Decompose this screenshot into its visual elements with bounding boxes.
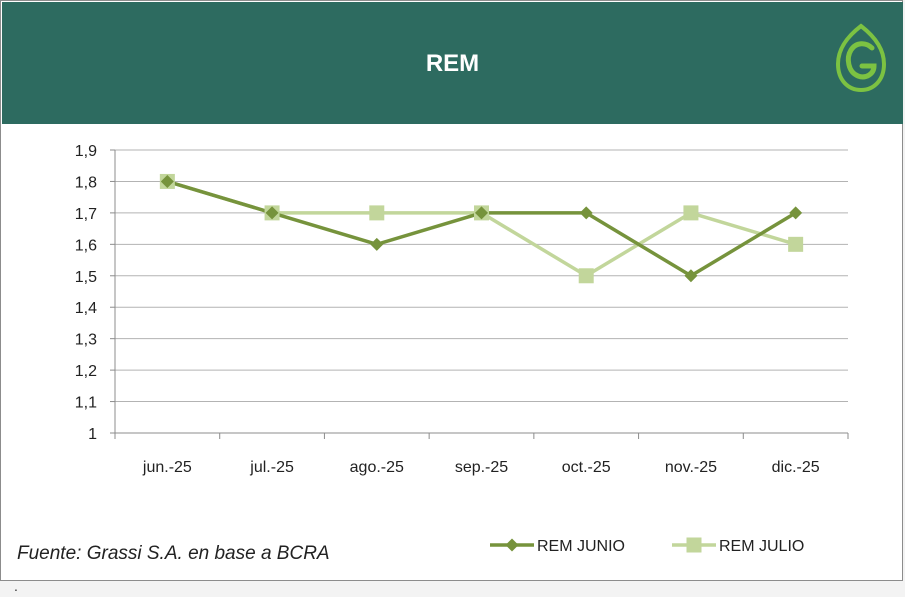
series-point-1 (475, 206, 488, 220)
header-bar: REM (2, 2, 903, 124)
series-point-1 (684, 269, 698, 283)
y-tick-label: 1,3 (75, 332, 97, 349)
y-tick-label: 1,8 (75, 174, 97, 191)
y-tick-label: 1,2 (75, 363, 97, 380)
series-point-1 (265, 206, 279, 220)
series-point-2 (369, 205, 385, 221)
leaf-g-logo-icon (835, 23, 887, 93)
series-point-1 (160, 174, 174, 188)
chart-title: REM (425, 50, 480, 77)
x-tick-label: sep.-25 (455, 459, 508, 476)
x-tick-label: nov.-25 (665, 459, 717, 476)
legend-label-2: REM JULIO (719, 538, 804, 555)
x-tick-label: oct.-25 (562, 459, 611, 476)
series-point-1 (789, 206, 803, 220)
series-point-2 (578, 268, 594, 284)
series-line-2 (166, 179, 797, 278)
source-note: Fuente: Grassi S.A. en base a BCRA (17, 543, 330, 564)
x-tick-label: jul.-25 (249, 459, 294, 476)
y-tick-label: 1 (88, 426, 97, 443)
series-line-1 (166, 179, 797, 278)
x-tick-label: jun.-25 (142, 459, 192, 476)
legend-marker-2 (686, 537, 702, 553)
series-point-2 (683, 205, 699, 221)
series-point-1 (370, 237, 384, 251)
x-tick-label: ago.-25 (350, 459, 404, 476)
y-tick-label: 1,4 (75, 300, 97, 317)
y-tick-label: 1,1 (75, 395, 97, 412)
series-point-1 (579, 206, 593, 220)
series-point-2 (788, 236, 804, 252)
footer-dot: . (14, 578, 18, 594)
legend-label-1: REM JUNIO (537, 538, 625, 555)
legend-marker-1 (505, 538, 519, 552)
y-tick-label: 1,5 (75, 269, 97, 286)
y-tick-label: 1,6 (75, 237, 97, 254)
chart-frame: REM (0, 0, 903, 581)
y-tick-label: 1,7 (75, 206, 97, 223)
x-tick-label: dic.-25 (772, 459, 820, 476)
y-tick-label: 1,9 (75, 143, 97, 160)
